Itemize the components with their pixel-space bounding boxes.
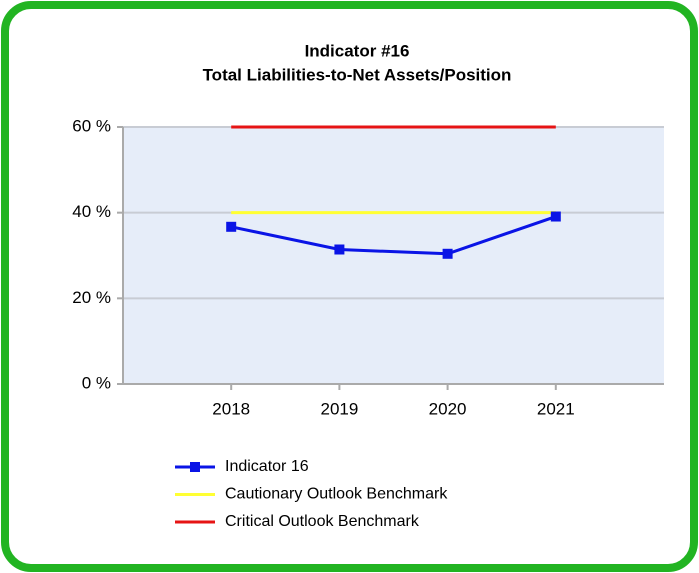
series-line: [230, 215, 557, 256]
point-marker: [550, 211, 561, 222]
point-marker: [334, 244, 345, 255]
legend-label: Indicator 16: [225, 458, 309, 475]
y-tick-label: 20 %: [72, 288, 111, 307]
legend-marker: [190, 462, 200, 472]
legend-label: Cautionary Outlook Benchmark: [225, 486, 448, 503]
chart-subtitle: Total Liabilities-to-Net Assets/Position: [203, 65, 512, 84]
y-tick-label: 40 %: [72, 202, 111, 221]
point-marker: [226, 221, 237, 232]
plot-area: [123, 127, 664, 384]
x-tick-label: 2018: [212, 399, 250, 418]
y-tick-label: 60 %: [72, 116, 111, 135]
legend-label: Critical Outlook Benchmark: [225, 513, 420, 530]
point-marker: [442, 248, 453, 259]
x-tick-label: 2020: [429, 399, 467, 418]
x-tick-label: 2019: [320, 399, 358, 418]
x-tick-label: 2021: [537, 399, 575, 418]
y-tick-label: 0 %: [82, 373, 111, 392]
chart-title: Indicator #16: [305, 41, 410, 60]
